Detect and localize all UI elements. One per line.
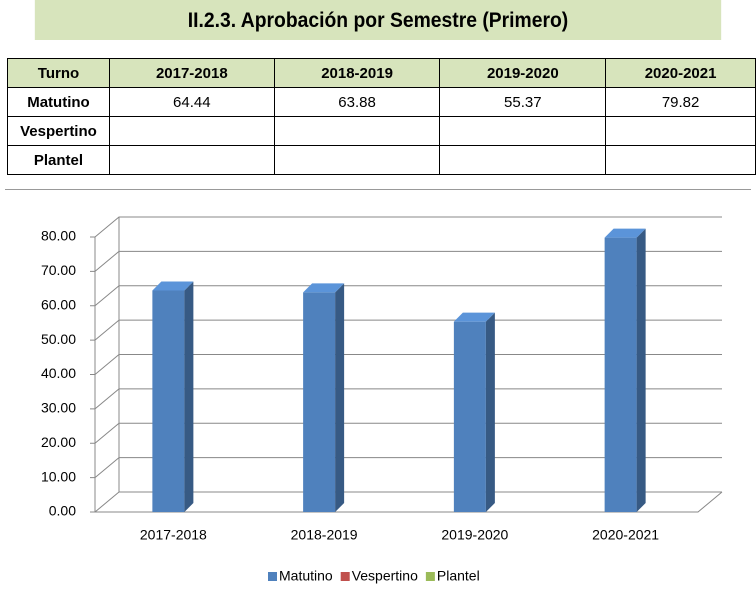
y-tick-label: 30.00 — [41, 400, 76, 416]
table-cell: Vespertino — [7, 116, 110, 146]
x-tick-label: 2018-2019 — [291, 527, 358, 543]
table-row: Vespertino — [7, 116, 756, 146]
y-tick-label: 0.00 — [49, 503, 76, 519]
table-cell — [605, 116, 756, 146]
y-tick-label: 40.00 — [41, 365, 76, 381]
bar-front — [604, 237, 637, 512]
bar — [604, 228, 646, 512]
table-cell — [605, 145, 756, 175]
table-cell: 2018-2019 — [273, 58, 441, 88]
floor-edge — [95, 491, 723, 513]
bar-side — [335, 283, 345, 512]
bar-front — [152, 290, 185, 512]
table-cell: Turno — [7, 58, 110, 88]
bar-top — [604, 228, 646, 238]
bar — [303, 283, 345, 512]
bar — [453, 312, 495, 512]
table-cell: 63.88 — [273, 87, 441, 117]
separator — [5, 189, 751, 190]
legend-swatch — [268, 572, 277, 581]
legend-label: Plantel — [437, 568, 480, 584]
bar-side — [636, 228, 646, 512]
page-title: II.2.3. Aprobación por Semestre (Primero… — [34, 0, 722, 40]
bar-top — [152, 281, 194, 291]
bar-front — [303, 292, 336, 512]
y-tick-label: 80.00 — [41, 228, 76, 244]
x-tick-label: 2020-2021 — [592, 527, 659, 543]
table-row: Turno 2017-2018 2018-2019 2019-2020 2020-202… — [7, 58, 756, 88]
bar-top — [453, 312, 495, 322]
y-tick-label: 60.00 — [41, 296, 76, 312]
table-cell: 2020-2021 — [605, 58, 756, 88]
table-cell — [273, 145, 441, 175]
y-tick-label: 20.00 — [41, 434, 76, 450]
bar — [152, 281, 194, 512]
bar-side — [184, 281, 194, 512]
bar-top — [303, 283, 345, 293]
table-cell: 55.37 — [439, 87, 607, 117]
legend-label: Vespertino — [352, 568, 418, 584]
y-tick-label: 10.00 — [41, 468, 76, 484]
table-row: Plantel — [7, 145, 756, 175]
x-tick-label: 2019-2020 — [441, 527, 508, 543]
x-tick-label: 2017-2018 — [140, 527, 207, 543]
table-cell — [439, 145, 607, 175]
bar-front — [453, 321, 486, 512]
table-cell: Plantel — [7, 145, 110, 175]
legend-swatch — [425, 572, 435, 581]
y-tick-label: 70.00 — [41, 262, 76, 278]
data-table: Turno 2017-2018 2018-2019 2019-2020 2020-202… — [7, 58, 756, 175]
bar-side — [485, 312, 495, 512]
legend-label: Matutino — [279, 568, 333, 584]
table-cell: 2019-2020 — [439, 58, 607, 88]
y-tick-label: 50.00 — [41, 331, 76, 347]
table-cell: 64.44 — [108, 87, 275, 117]
legend-swatch — [340, 572, 350, 581]
